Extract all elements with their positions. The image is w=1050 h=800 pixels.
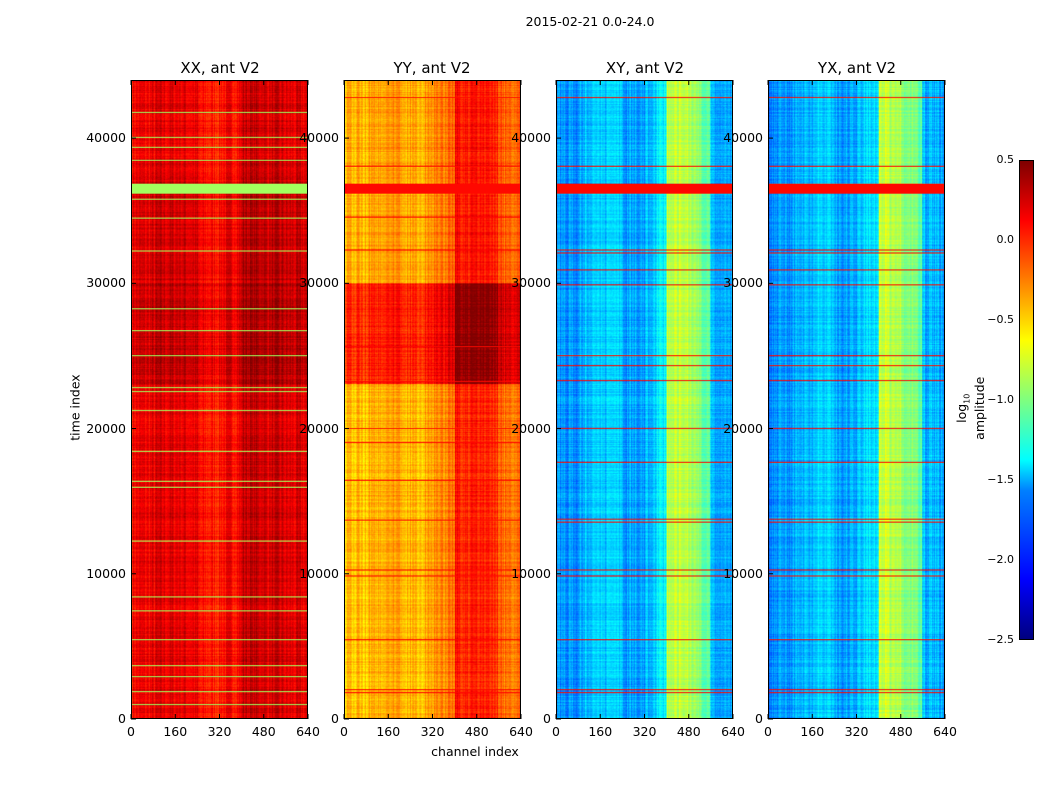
panel-title-xy: XY, ant V2 [605, 59, 685, 77]
y-tick-label: 40000 [723, 130, 763, 146]
y-tick-label: 0 [755, 711, 763, 726]
colorbar-label-rest: amplitude [971, 376, 987, 440]
y-tick-label: 0 [331, 711, 339, 726]
heatmap-yx-image [769, 81, 944, 718]
heatmap-xx-image [132, 81, 307, 718]
panel-title-yx: YX, ant V2 [817, 59, 897, 77]
colorbar-tick-label: 0.0 [996, 233, 1015, 246]
colorbar-label-log: log [953, 403, 969, 423]
x-tick-label: 480 [888, 724, 913, 739]
x-tick-label: 640 [933, 724, 957, 739]
panel-title-yy: YY, ant V2 [393, 59, 471, 77]
panel-title-xx: XX, ant V2 [180, 59, 260, 77]
y-tick-label: 20000 [511, 420, 551, 436]
x-tick-label: 320 [844, 724, 869, 739]
y-tick-label: 20000 [723, 420, 763, 436]
colorbar [1019, 160, 1034, 640]
figure-title: 2015-02-21 0.0-24.0 [525, 14, 655, 29]
colorbar-tick-label: −0.5 [987, 313, 1014, 326]
y-tick-label: 20000 [299, 420, 339, 436]
y-tick-label: 10000 [511, 565, 551, 581]
y-tick-label: 10000 [86, 565, 126, 581]
y-tick-label: 40000 [511, 130, 551, 146]
y-tick-label: 0 [543, 711, 551, 726]
x-axis-label: channel index [431, 744, 519, 759]
colorbar-tick-label: −2.0 [987, 553, 1014, 566]
x-tick-label: 0 [127, 724, 135, 739]
y-tick-label: 10000 [723, 565, 763, 581]
heatmap-yy [344, 80, 521, 719]
y-tick-label: 30000 [723, 275, 763, 291]
colorbar-tick-label: −2.5 [987, 633, 1014, 646]
x-tick-label: 640 [509, 724, 533, 739]
x-tick-label: 160 [163, 724, 188, 739]
heatmap-xy [556, 80, 733, 719]
x-tick-label: 160 [376, 724, 401, 739]
heatmap-xx [131, 80, 308, 719]
x-tick-label: 160 [800, 724, 825, 739]
y-tick-label: 40000 [86, 130, 126, 146]
y-tick-label: 30000 [511, 275, 551, 291]
colorbar-tick-label: −1.5 [987, 473, 1014, 486]
heatmap-xy-image [557, 81, 732, 718]
heatmap-yy-image [345, 81, 520, 718]
y-axis-label: time index [67, 374, 83, 441]
y-tick-label: 10000 [299, 565, 339, 581]
x-tick-label: 640 [721, 724, 745, 739]
x-tick-label: 160 [588, 724, 613, 739]
x-tick-label: 320 [420, 724, 445, 739]
x-tick-label: 0 [764, 724, 772, 739]
y-tick-label: 0 [118, 711, 126, 726]
x-tick-label: 320 [632, 724, 657, 739]
colorbar-label: log10 amplitude [954, 363, 987, 453]
x-tick-label: 480 [464, 724, 489, 739]
y-tick-label: 20000 [86, 420, 126, 436]
colorbar-label-sub: 10 [962, 393, 972, 404]
y-tick-label: 40000 [299, 130, 339, 146]
x-tick-label: 480 [251, 724, 276, 739]
colorbar-tick-label: 0.5 [996, 153, 1015, 166]
y-tick-label: 30000 [299, 275, 339, 291]
x-tick-label: 640 [296, 724, 320, 739]
heatmap-yx [768, 80, 945, 719]
x-tick-label: 0 [552, 724, 560, 739]
x-tick-label: 320 [207, 724, 232, 739]
x-tick-label: 480 [676, 724, 701, 739]
x-tick-label: 0 [340, 724, 348, 739]
colorbar-tick-label: −1.0 [987, 393, 1014, 406]
y-tick-label: 30000 [86, 275, 126, 291]
